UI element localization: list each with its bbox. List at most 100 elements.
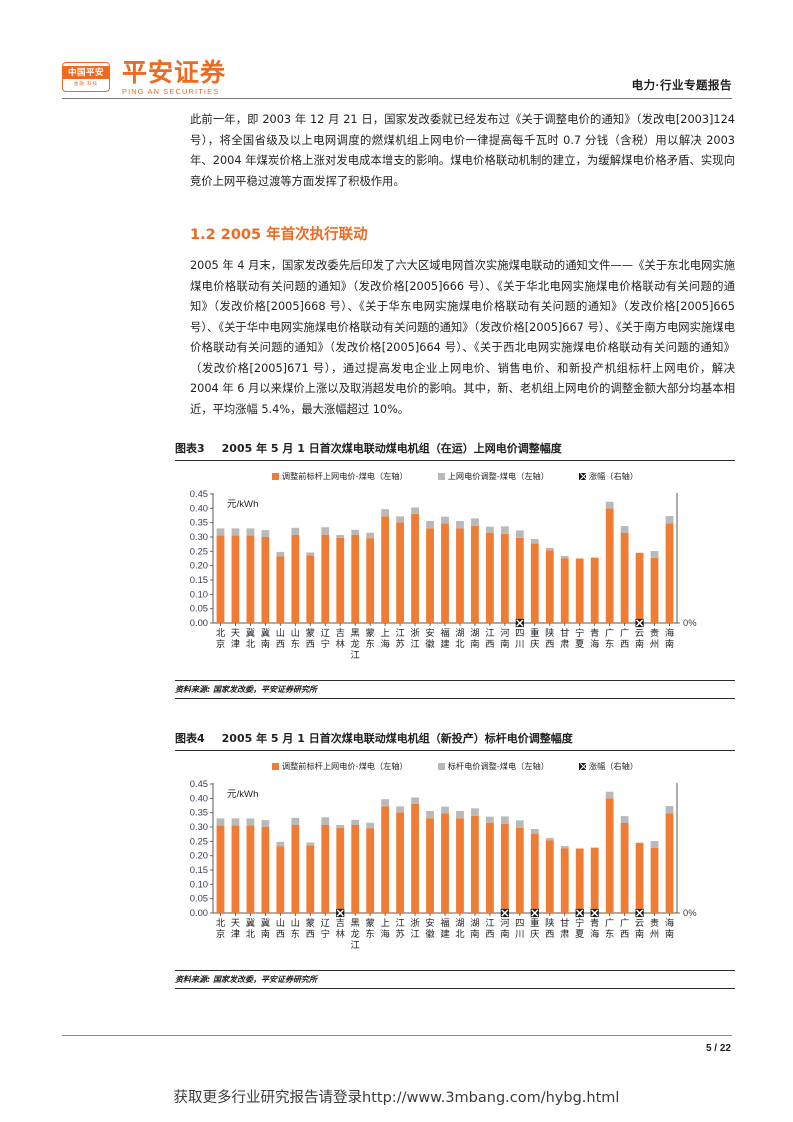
exhibit-4-tag: 图表4 [175, 732, 205, 745]
svg-text:海: 海 [590, 928, 599, 939]
svg-text:北: 北 [246, 929, 256, 939]
exhibit-4: 图表4 2005 年 5 月 1 日首次煤电联动煤电机组（新投产）标杆电价调整幅… [175, 730, 735, 989]
svg-text:庆: 庆 [530, 928, 539, 939]
svg-text:龙: 龙 [351, 638, 360, 649]
svg-text:江: 江 [351, 940, 360, 950]
svg-text:0.10: 0.10 [190, 878, 208, 889]
svg-text:冀: 冀 [246, 627, 255, 638]
svg-text:南: 南 [500, 638, 509, 649]
svg-text:0.45: 0.45 [190, 488, 208, 499]
exhibit-4-title: 2005 年 5 月 1 日首次煤电联动煤电机组（新投产）标杆电价调整幅度 [221, 732, 573, 745]
legend-label-1: 标杆电价调整-煤电（左轴） [447, 761, 549, 771]
legend-swatch-grey-icon [437, 762, 445, 770]
brand-name-en: PING AN SECURITIES [122, 86, 220, 96]
svg-text:广: 广 [620, 917, 629, 928]
svg-text:南: 南 [261, 928, 270, 939]
svg-text:苏: 苏 [395, 638, 404, 649]
svg-text:江: 江 [395, 918, 404, 928]
svg-text:海: 海 [665, 917, 674, 928]
svg-text:重: 重 [530, 917, 539, 928]
legend-item-2: 涨幅（右轴） [578, 470, 639, 482]
svg-text:青: 青 [590, 917, 599, 928]
svg-text:建: 建 [440, 638, 449, 649]
exhibit-3-tag: 图表3 [175, 442, 205, 455]
svg-text:江: 江 [485, 628, 494, 638]
exhibit-3: 图表3 2005 年 5 月 1 日首次煤电联动煤电机组（在运）上网电价调整幅度… [175, 440, 735, 699]
svg-text:安: 安 [425, 917, 434, 928]
svg-text:山: 山 [291, 628, 300, 638]
svg-text:北: 北 [455, 929, 465, 939]
svg-text:海: 海 [665, 627, 674, 638]
page-header: 中国平安 金融 科技 平安证券 PING AN SECURITIES 电力·行业… [62, 45, 732, 95]
svg-text:宁: 宁 [321, 928, 330, 939]
svg-text:南: 南 [635, 928, 644, 939]
svg-text:东: 东 [291, 638, 300, 649]
svg-text:浙: 浙 [410, 917, 419, 928]
svg-text:蒙: 蒙 [366, 627, 375, 638]
svg-text:林: 林 [336, 928, 346, 939]
svg-text:西: 西 [545, 929, 554, 939]
exhibit-3-title-row: 图表3 2005 年 5 月 1 日首次煤电联动煤电机组（在运）上网电价调整幅度 [175, 440, 735, 461]
legend-item-0: 调整前标杆上网电价-煤电（左轴） [271, 760, 408, 772]
svg-text:西: 西 [276, 929, 285, 939]
ping-an-mark-icon: 中国平安 金融 科技 [62, 62, 110, 93]
svg-text:蒙: 蒙 [306, 917, 315, 928]
svg-text:肃: 肃 [560, 638, 569, 649]
svg-text:宁: 宁 [575, 627, 584, 638]
svg-text:四: 四 [515, 918, 524, 928]
svg-text:蒙: 蒙 [306, 627, 315, 638]
svg-text:陕: 陕 [545, 627, 554, 638]
svg-text:夏: 夏 [575, 929, 584, 939]
svg-text:0.15: 0.15 [190, 864, 208, 875]
svg-text:0%: 0% [683, 907, 697, 918]
legend-label-2: 涨幅（右轴） [588, 471, 639, 481]
svg-text:0.35: 0.35 [190, 807, 208, 818]
svg-text:0.30: 0.30 [190, 531, 208, 542]
svg-text:徽: 徽 [425, 638, 435, 649]
svg-text:山: 山 [276, 918, 285, 928]
svg-text:州: 州 [650, 639, 659, 649]
svg-text:海: 海 [380, 928, 389, 939]
svg-text:安: 安 [425, 627, 434, 638]
svg-text:0.40: 0.40 [190, 792, 208, 803]
svg-text:黑: 黑 [351, 918, 360, 928]
svg-text:宁: 宁 [575, 917, 584, 928]
svg-text:津: 津 [231, 929, 240, 939]
svg-text:南: 南 [665, 638, 674, 649]
legend-swatch-orange-icon [271, 472, 279, 480]
svg-text:州: 州 [650, 929, 659, 939]
svg-text:上: 上 [380, 628, 389, 638]
svg-text:建: 建 [440, 928, 449, 939]
svg-text:东: 东 [605, 638, 614, 649]
svg-text:津: 津 [231, 639, 240, 649]
svg-text:北: 北 [216, 918, 226, 928]
svg-text:元/kWh: 元/kWh [227, 499, 258, 510]
exhibit-3-chart: 0.00 0.05 0.10 0.15 0.20 0.25 0.30 0.35 0.40 0.45… [190, 488, 697, 660]
exhibit-4-chart-wrap: 0.00 0.05 0.10 0.15 0.20 0.25 0.30 0.35 0.40 0.45… [175, 776, 735, 966]
svg-text:青: 青 [590, 627, 599, 638]
svg-text:福: 福 [440, 917, 449, 928]
svg-text:西: 西 [545, 639, 554, 649]
svg-text:龙: 龙 [351, 928, 360, 939]
svg-text:江: 江 [351, 650, 360, 660]
legend-label-0: 调整前标杆上网电价-煤电（左轴） [281, 761, 408, 771]
svg-text:辽: 辽 [321, 628, 331, 638]
svg-text:0.00: 0.00 [190, 907, 208, 918]
brand-name-cn: 平安证券 [122, 57, 227, 87]
svg-text:0.05: 0.05 [190, 893, 208, 904]
svg-text:陕: 陕 [545, 917, 554, 928]
svg-text:山: 山 [291, 918, 300, 928]
svg-text:西: 西 [306, 639, 315, 649]
svg-text:湖: 湖 [470, 918, 479, 928]
legend-item-0: 调整前标杆上网电价-煤电（左轴） [271, 470, 408, 482]
exhibit-4-title-row: 图表4 2005 年 5 月 1 日首次煤电联动煤电机组（新投产）标杆电价调整幅… [175, 730, 735, 751]
svg-text:东: 东 [366, 928, 375, 939]
svg-text:山: 山 [276, 628, 285, 638]
svg-text:重: 重 [530, 627, 539, 638]
svg-text:宁: 宁 [321, 638, 330, 649]
page-number: 5 / 22 [705, 1043, 731, 1054]
svg-text:贵: 贵 [650, 627, 659, 638]
svg-text:吉: 吉 [336, 628, 345, 638]
svg-text:北: 北 [246, 639, 256, 649]
